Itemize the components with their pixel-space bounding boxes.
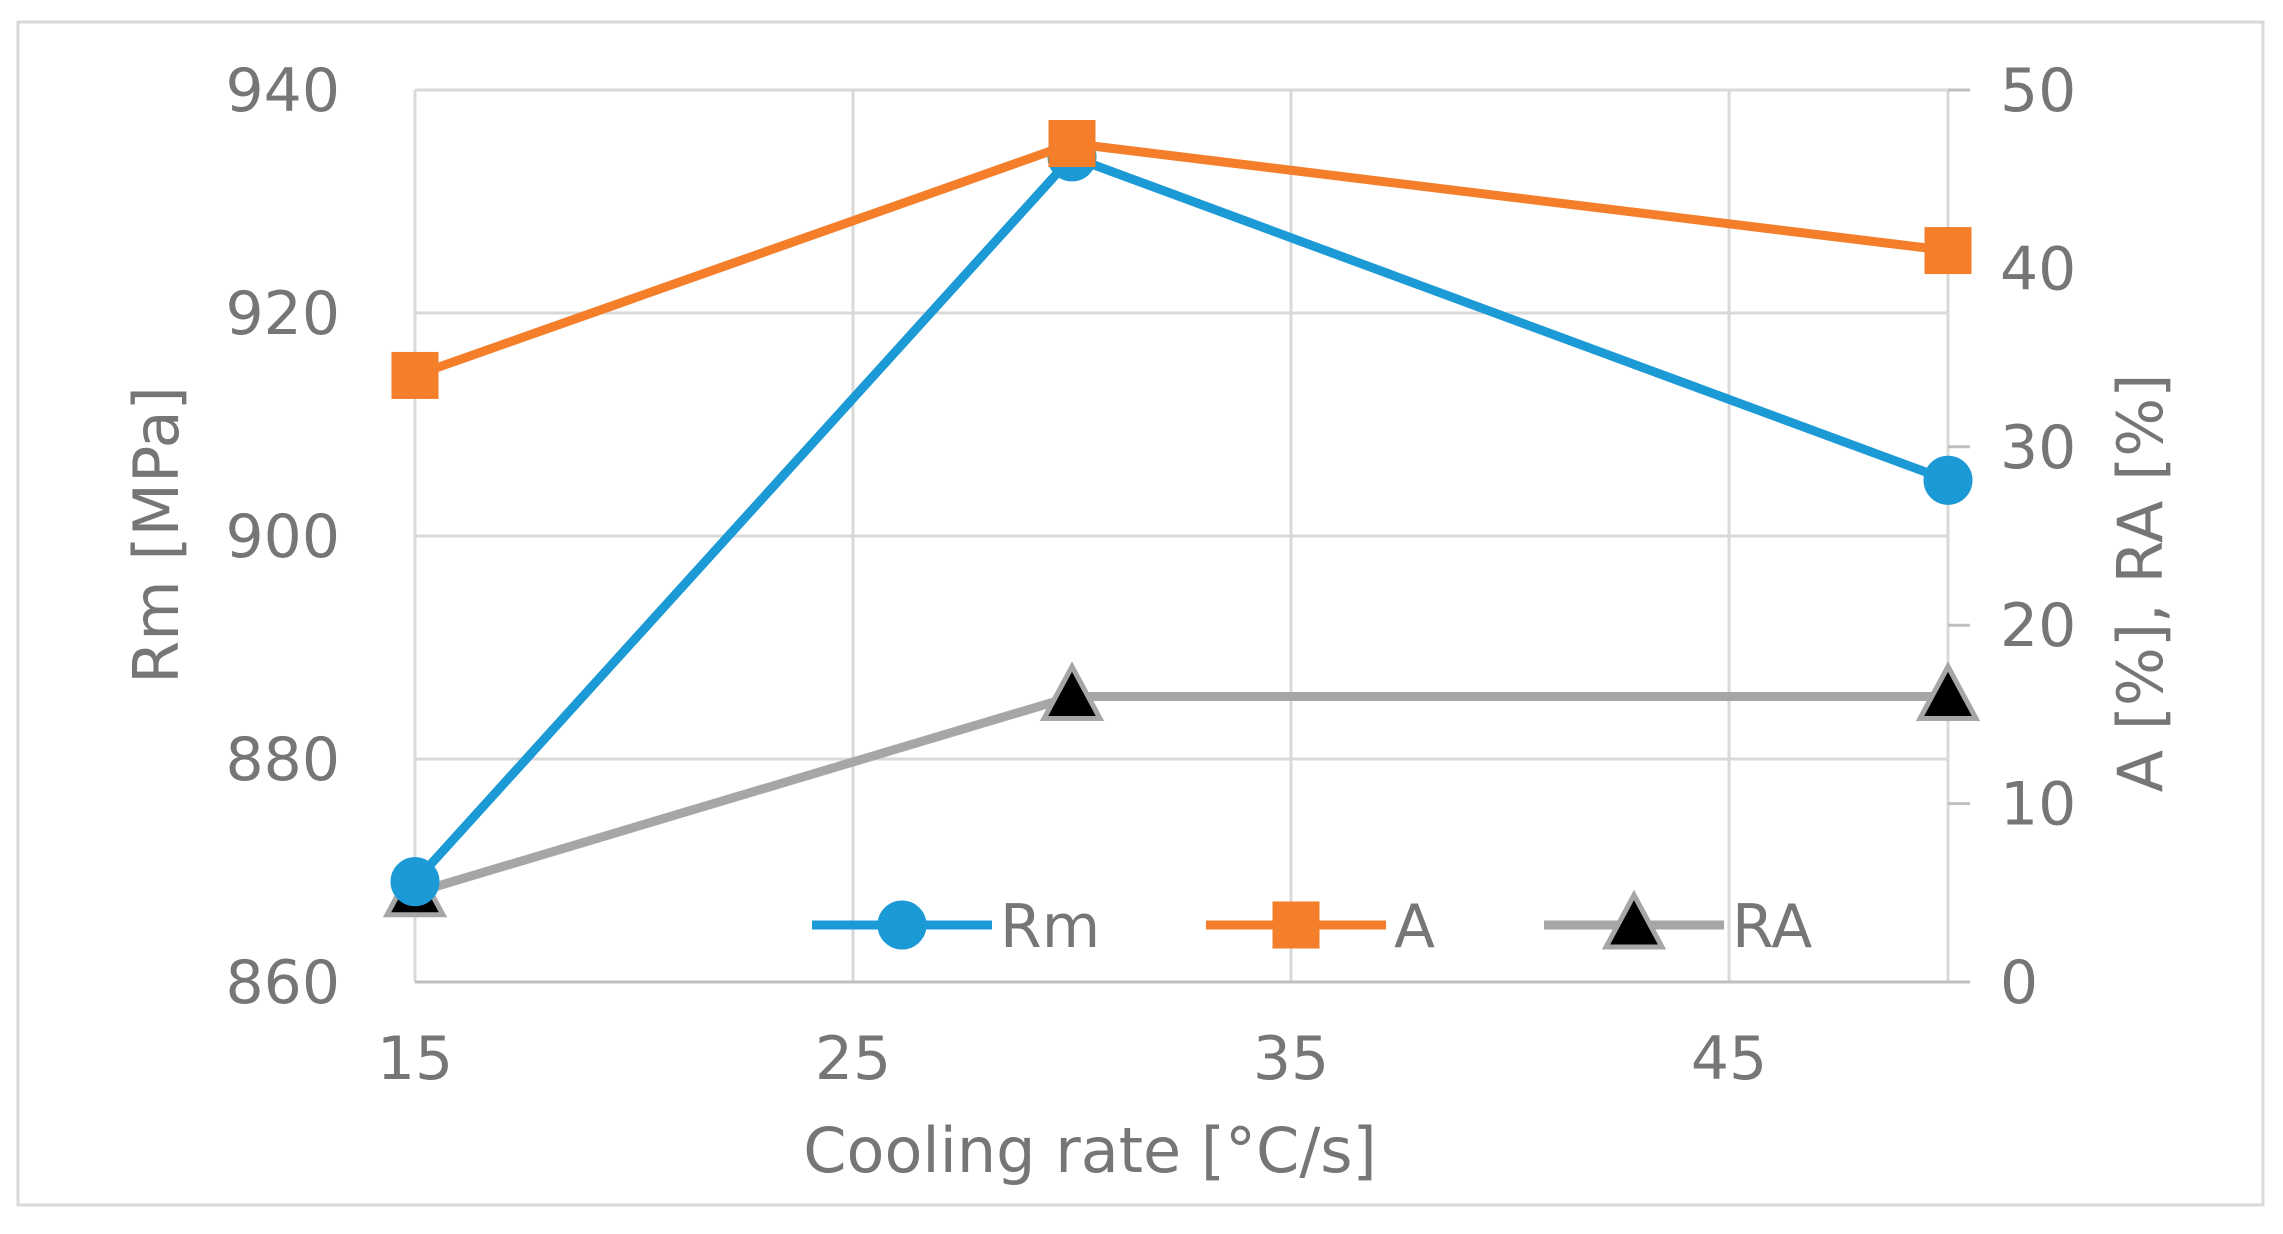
legend-marker-Rm [877,900,927,950]
y-axis-title: Rm [MPa] [120,386,193,684]
x-axis-title: Cooling rate [°C/s] [803,1114,1376,1187]
y-tick-label: 920 [225,279,340,349]
x-tick-label: 35 [1253,1024,1329,1094]
data-point-Rm [1923,455,1973,505]
x-tick-label: 45 [1691,1024,1767,1094]
y2-tick-label: 50 [2000,56,2076,126]
chart-border [16,20,2265,1207]
legend-marker-RA [1601,889,1667,950]
data-point-RA [1039,661,1105,722]
data-point-A [1048,120,1096,168]
legend-marker-A [1272,901,1320,949]
y2-tick-label: 10 [2000,770,2076,840]
y2-tick-label: 30 [2000,413,2076,483]
y-tick-label: 880 [225,725,340,795]
y2-tick-label: 20 [2000,591,2076,661]
y2-axis-title: A [%], RA [%] [2104,374,2177,793]
x-tick-label: 25 [815,1024,891,1094]
legend-label-Rm: Rm [1000,892,1100,962]
data-point-RA [1915,661,1981,722]
legend-label-A: A [1394,892,1435,962]
legend-label-RA: RA [1732,892,1812,962]
y-tick-label: 860 [225,948,340,1018]
data-point-A [1924,227,1972,275]
data-point-A [391,351,439,399]
y2-tick-label: 0 [2000,948,2038,1018]
data-point-Rm [390,857,440,907]
y-tick-label: 940 [225,56,340,126]
y-tick-label: 900 [225,502,340,572]
x-tick-label: 15 [377,1024,453,1094]
y2-tick-label: 40 [2000,234,2076,304]
